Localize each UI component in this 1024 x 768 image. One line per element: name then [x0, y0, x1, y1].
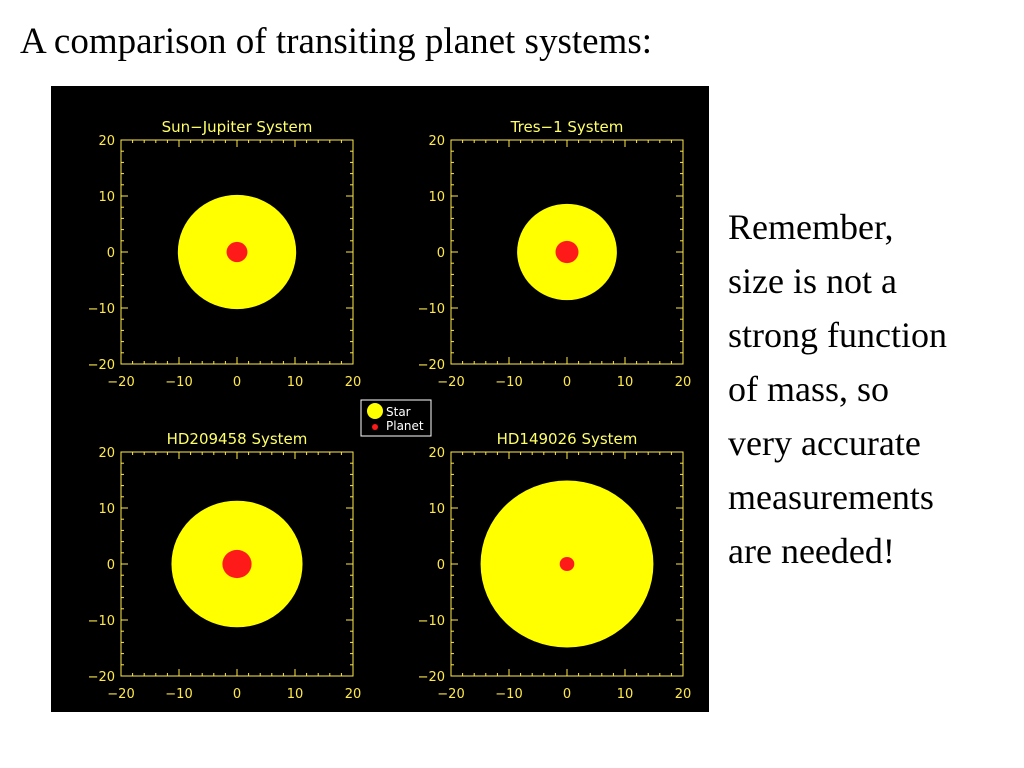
x-tick-label: −20 — [107, 375, 134, 390]
y-tick-label: 20 — [428, 446, 445, 461]
x-tick-label: −20 — [107, 687, 134, 702]
panel-title: HD149026 System — [497, 430, 638, 448]
y-tick-label: −10 — [418, 302, 445, 317]
x-tick-label: 0 — [563, 375, 571, 390]
planet-disk — [559, 556, 575, 572]
note-line: are needed! — [728, 531, 895, 571]
panel-title: HD209458 System — [167, 430, 308, 448]
x-tick-label: −10 — [495, 687, 522, 702]
y-tick-label: 10 — [428, 502, 445, 517]
y-tick-label: 10 — [98, 502, 115, 517]
x-tick-label: 0 — [233, 375, 241, 390]
figure-panel: −20 −10 0 10 20 −20 −10 0 10 20 Sun−Jupiter System… — [51, 86, 709, 712]
planet-disk — [222, 549, 252, 579]
y-tick-label: −10 — [418, 614, 445, 629]
x-tick-label: −10 — [165, 687, 192, 702]
y-tick-label: −20 — [418, 358, 445, 373]
x-tick-label: 0 — [563, 687, 571, 702]
x-tick-label: 20 — [675, 375, 692, 390]
x-tick-label: 20 — [675, 687, 692, 702]
x-tick-label: 10 — [617, 687, 634, 702]
note-line: measurements — [728, 477, 934, 517]
y-tick-label: 10 — [428, 190, 445, 205]
legend-star-marker — [367, 403, 383, 419]
y-tick-label: 20 — [98, 446, 115, 461]
y-tick-label: −20 — [88, 670, 115, 685]
y-tick-label: 0 — [437, 246, 445, 261]
legend-planet-marker — [372, 424, 378, 430]
y-tick-label: −20 — [418, 670, 445, 685]
x-tick-label: −10 — [495, 375, 522, 390]
x-tick-label: −20 — [437, 375, 464, 390]
y-tick-label: 0 — [107, 246, 115, 261]
x-tick-label: −10 — [165, 375, 192, 390]
y-tick-label: 20 — [98, 134, 115, 149]
panel-2: −20 −10 0 10 20 −20 −10 0 10 20 Tres−1 System — [418, 118, 692, 390]
note-line: very accurate — [728, 423, 921, 463]
planet-disk — [555, 240, 579, 264]
y-tick-label: 0 — [437, 558, 445, 573]
y-tick-label: −20 — [88, 358, 115, 373]
slide-title: A comparison of transiting planet system… — [20, 21, 652, 62]
x-tick-label: 20 — [345, 687, 362, 702]
planet-disk — [226, 241, 248, 263]
y-tick-label: 20 — [428, 134, 445, 149]
panel-title: Sun−Jupiter System — [162, 118, 313, 136]
y-tick-label: −10 — [88, 302, 115, 317]
x-tick-label: 10 — [617, 375, 634, 390]
note-line: strong function — [728, 315, 947, 355]
note-line: of mass, so — [728, 369, 889, 409]
x-tick-label: 0 — [233, 687, 241, 702]
panel-3: −20 −10 0 10 20 −20 −10 0 10 20 HD209458 System — [88, 430, 362, 702]
x-tick-label: 10 — [287, 375, 304, 390]
panel-title: Tres−1 System — [510, 118, 624, 136]
x-tick-label: 20 — [345, 375, 362, 390]
panel-1: −20 −10 0 10 20 −20 −10 0 10 20 Sun−Jupiter System — [88, 118, 362, 390]
comparison-figure: −20 −10 0 10 20 −20 −10 0 10 20 Sun−Jupiter System… — [88, 118, 692, 702]
y-tick-label: 10 — [98, 190, 115, 205]
note-line: size is not a — [728, 261, 897, 301]
x-tick-label: −20 — [437, 687, 464, 702]
y-tick-label: 0 — [107, 558, 115, 573]
x-tick-label: 10 — [287, 687, 304, 702]
legend-label-planet: Planet — [386, 419, 424, 433]
y-tick-label: −10 — [88, 614, 115, 629]
panel-4: −20 −10 0 10 20 −20 −10 0 10 20 HD149026 System — [418, 430, 692, 702]
side-note: Remember, size is not a strong function … — [728, 200, 947, 578]
note-line: Remember, — [728, 207, 894, 247]
legend-label-star: Star — [386, 405, 411, 419]
